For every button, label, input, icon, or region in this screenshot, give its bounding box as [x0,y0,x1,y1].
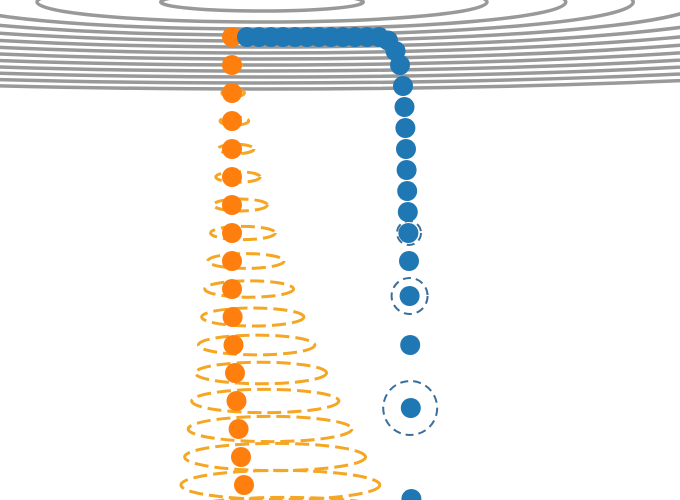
contour-line-8 [0,43,680,61]
orange-series-point-17 [234,475,254,495]
orange-uncertainty-ellipse-4 [216,142,256,156]
orange-uncertainty-ellipse-11 [196,333,317,357]
orange-series-point-10 [222,279,242,299]
orange-series-point-1 [222,27,242,47]
orange-uncertainty-ellipse-7 [209,224,277,242]
blue-series-point-17 [394,97,415,117]
orange-series-point-11 [222,307,243,327]
orange-uncertainty-ellipse-12 [193,360,329,386]
orange-series [222,27,254,495]
blue-series-point-25 [399,286,420,306]
orange-series-point-3 [222,83,242,103]
orange-series-point-8 [222,223,242,243]
contour-line-2 [35,0,489,24]
orange-series-point-4 [222,111,242,131]
contour-line-10 [0,58,680,73]
orange-uncertainty-ellipse-16 [179,468,382,500]
orange-series-point-16 [231,447,251,467]
orange-series-point-12 [223,335,244,355]
blue-series-point-23 [398,223,419,243]
orange-series-point-7 [222,195,242,215]
contour-line-12 [0,72,680,85]
blue-series-point-27 [400,398,421,418]
orange-series-point-6 [222,167,242,187]
blue-uncertainty-circle-3 [382,380,439,436]
blue-series-point-21 [397,181,418,201]
orange-series-point-2 [222,55,242,75]
contour-line-6 [0,25,680,49]
orange-uncertainty-ellipse-13 [190,387,341,415]
blue-uncertainty-circle-2 [390,277,429,315]
orange-series-point-14 [226,391,247,411]
orange-series-point-9 [222,251,242,271]
blue-series-point-20 [396,160,417,180]
blue-series-point-22 [397,202,418,222]
blue-series-point-18 [395,118,416,138]
blue-series-point-28 [401,489,422,500]
orange-series-point-13 [225,363,245,383]
orange-uncertainty-ellipse-10 [200,306,306,328]
orange-uncertainty-ellipse-14 [186,414,354,444]
orange-uncertainty-ellipse-9 [203,279,296,299]
contour-line-13 [0,78,680,91]
contour-line-1 [159,0,365,13]
blue-series-point-16 [393,76,413,96]
blue-series-point-15 [390,55,410,75]
blue-series-point-24 [399,251,419,271]
blue-series-point-26 [400,335,421,355]
orange-uncertainty-ellipse-6 [211,197,269,213]
orange-uncertainty-ellipse-8 [206,252,286,270]
contour-line-7 [0,35,680,55]
blue-series [237,27,422,500]
contour-line-11 [0,65,680,79]
orange-series-point-5 [222,139,242,159]
contour-line-9 [0,51,680,67]
orange-uncertainty-ellipses [179,60,382,500]
orange-series-point-15 [228,419,249,439]
blue-series-point-19 [396,139,416,159]
orange-uncertainty-ellipse-15 [183,441,368,473]
